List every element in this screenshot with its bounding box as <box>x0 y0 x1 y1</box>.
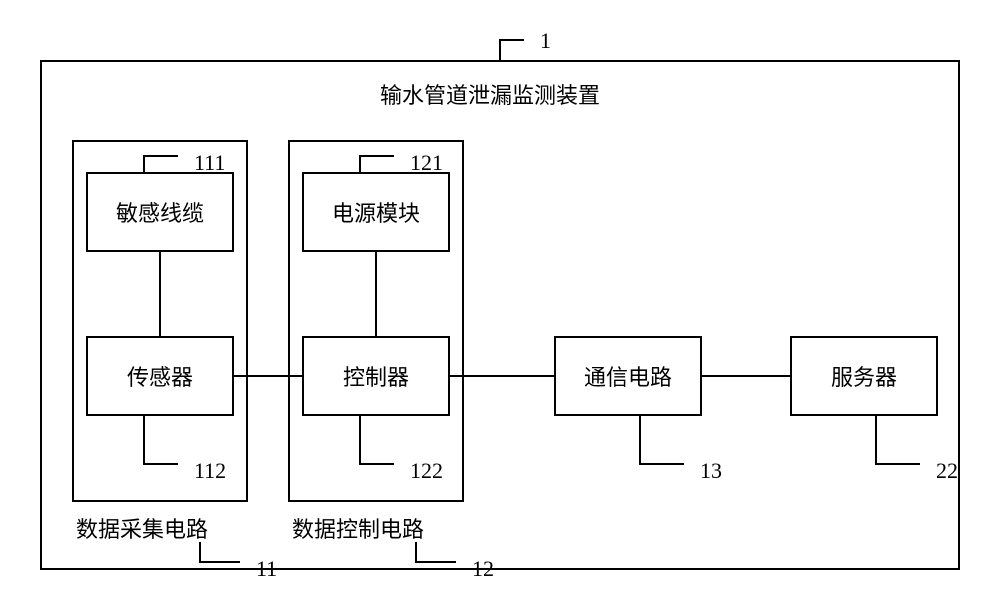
node-comm-label: 通信电路 <box>584 360 672 392</box>
node-controller-label: 控制器 <box>343 360 409 392</box>
group-control-label: 数据控制电路 <box>292 512 424 544</box>
callout-112: 112 <box>194 458 226 484</box>
group-acquisition-label: 数据采集电路 <box>76 512 208 544</box>
diagram-canvas: 输水管道泄漏监测装置 数据采集电路 数据控制电路 敏感线缆 传感器 电源模块 控… <box>0 0 1000 614</box>
callout-12: 12 <box>472 556 494 582</box>
callout-121: 121 <box>410 150 443 176</box>
node-server: 服务器 <box>790 336 938 416</box>
node-sensor: 传感器 <box>86 336 234 416</box>
callout-111: 111 <box>194 150 225 176</box>
node-cable: 敏感线缆 <box>86 172 234 252</box>
node-comm: 通信电路 <box>554 336 702 416</box>
node-sensor-label: 传感器 <box>127 360 193 392</box>
node-controller: 控制器 <box>302 336 450 416</box>
callout-13: 13 <box>700 458 722 484</box>
node-cable-label: 敏感线缆 <box>116 196 204 228</box>
callout-22: 22 <box>936 458 958 484</box>
callout-11: 11 <box>256 556 277 582</box>
node-server-label: 服务器 <box>831 360 897 392</box>
diagram-title: 输水管道泄漏监测装置 <box>380 78 600 110</box>
node-power-label: 电源模块 <box>332 196 420 228</box>
callout-1: 1 <box>540 28 551 54</box>
node-power: 电源模块 <box>302 172 450 252</box>
callout-122: 122 <box>410 458 443 484</box>
